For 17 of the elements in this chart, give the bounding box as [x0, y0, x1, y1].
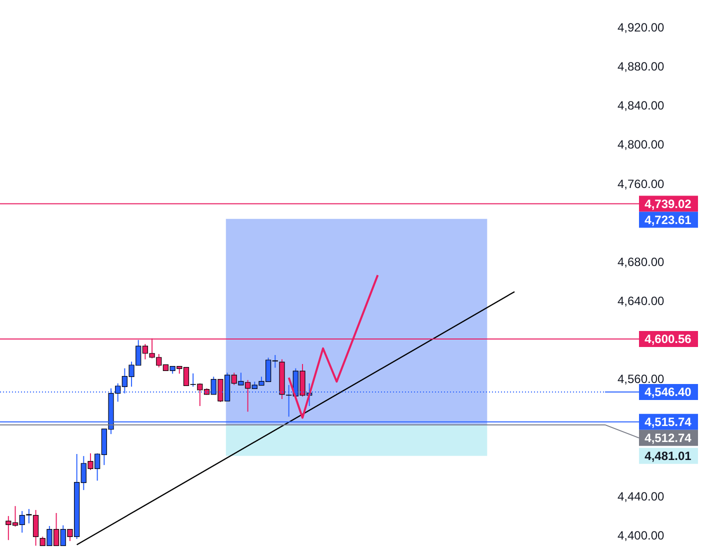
y-tick-label: 4,640.00 [618, 294, 665, 308]
y-tick-label: 4,560.00 [618, 372, 665, 386]
y-tick-label: 4,800.00 [618, 138, 665, 152]
ref-line-label: 4,600.56 [644, 332, 692, 346]
y-tick-label: 4,400.00 [618, 528, 665, 542]
y-tick-label: 4,440.00 [618, 489, 665, 504]
ref-line-label: 4,739.02 [644, 196, 692, 211]
y-tick-label: 4,840.00 [618, 98, 665, 113]
y-tick-label: 4,920.00 [618, 20, 665, 34]
ref-line-label: 4,515.74 [644, 414, 692, 429]
y-tick-label: 4,680.00 [618, 254, 665, 269]
y-tick-label: 4,760.00 [618, 176, 665, 191]
text: 4,723.61 [644, 212, 692, 227]
ref-line-label: 4,546.40 [644, 384, 692, 399]
y-tick-label: 4,880.00 [618, 60, 665, 74]
text: 4,481.01 [644, 448, 692, 463]
legend-label: 4,512.74 [644, 430, 692, 445]
